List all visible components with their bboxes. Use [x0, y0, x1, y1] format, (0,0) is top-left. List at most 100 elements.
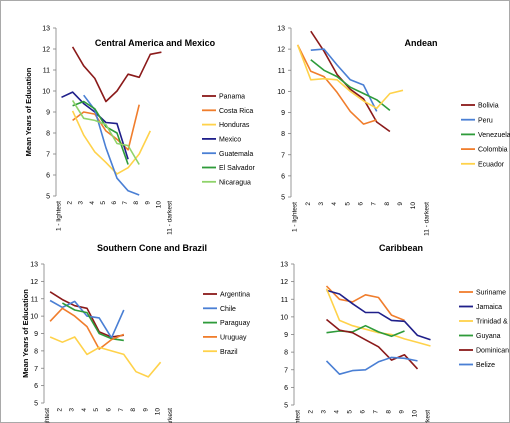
- legend-label-el-salvador: El Salvador: [219, 165, 255, 172]
- y-tick-label: 6: [46, 173, 50, 180]
- y-tick-label: 12: [42, 47, 50, 54]
- x-tick-label: 8: [384, 202, 391, 206]
- y-tick-label: 5: [284, 403, 288, 410]
- y-tick-label: 10: [280, 314, 288, 321]
- legend-label-colombia: Colombia: [478, 147, 508, 154]
- x-tick-label: 1 - lightest: [295, 410, 302, 423]
- x-tick-label: 3: [69, 408, 76, 412]
- legend: Argentina Chile Paraguay Uruguay Brazil: [203, 292, 250, 356]
- y-tick-label: 6: [281, 173, 285, 180]
- y-tick-label: 8: [46, 131, 50, 138]
- x-tick-label: 7: [122, 201, 129, 205]
- y-axis-title: Mean Years of Education: [21, 289, 30, 378]
- x-tick-label: 2: [308, 410, 315, 414]
- y-tick-label: 5: [34, 401, 38, 408]
- x-tick-label: 4: [89, 201, 96, 205]
- legend: Bolivia Peru Venezuela Colombia Ecuador: [461, 103, 510, 168]
- series-line-suriname: [325, 285, 405, 322]
- chart-southern-cone-and-brazil: Southern Cone and Brazil Mean Years of Ed…: [21, 243, 250, 423]
- series-line-ecuador: [296, 44, 404, 110]
- x-tick-label: 6: [360, 410, 367, 414]
- y-tick-label: 13: [30, 262, 38, 269]
- legend-label-guyana: Guyana: [476, 333, 501, 340]
- legend-label-venezuela: Venezuela: [478, 132, 510, 139]
- legend-label-chile: Chile: [220, 306, 236, 313]
- legend-label-guatemala: Guatemala: [219, 151, 253, 158]
- series-line-jamaica: [326, 289, 431, 341]
- y-tick-label: 8: [284, 350, 288, 357]
- legend-label-costa-rica: Costa Rica: [219, 108, 253, 115]
- y-tick-label: 9: [46, 110, 50, 117]
- y-tick-label: 7: [284, 367, 288, 374]
- x-tick-label: 10: [412, 410, 419, 418]
- legend-label-honduras: Honduras: [219, 122, 250, 129]
- x-tick-label: 5: [100, 201, 107, 205]
- x-tick-label: 7: [371, 202, 378, 206]
- x-tick-label: 1 - lightest: [44, 408, 51, 423]
- y-tick-label: 12: [30, 279, 38, 286]
- x-tick-label: 6: [358, 202, 365, 206]
- legend: Suriname Jamaica Trinidad & Guyana Dominican…: [459, 290, 509, 369]
- y-tick-label: 7: [46, 152, 50, 159]
- chart-title: Southern Cone and Brazil: [97, 243, 207, 253]
- legend-label-uruguay: Uruguay: [220, 335, 247, 342]
- y-tick-label: 12: [277, 47, 285, 54]
- y-tick-label: 9: [34, 331, 38, 338]
- series-line-bolivia: [310, 30, 391, 133]
- x-tick-label: 4: [331, 202, 338, 206]
- x-tick-label: 4: [334, 410, 341, 414]
- x-tick-label: 11 - darkest: [167, 408, 174, 423]
- x-tick-label: 5: [93, 408, 100, 412]
- legend-label-nicaragua: Nicaragua: [219, 179, 251, 186]
- series-line-colombia: [296, 44, 377, 125]
- x-tick-label: 2: [305, 202, 312, 206]
- y-tick-label: 5: [281, 195, 285, 202]
- series-line-costa-rica: [72, 104, 140, 151]
- y-tick-label: 10: [30, 314, 38, 321]
- series-line-guyana: [326, 324, 405, 338]
- x-tick-label: 9: [144, 201, 151, 205]
- chart-central-america-and-mexico: Central America and Mexico Mean Years of …: [24, 26, 255, 235]
- x-tick-label: 3: [321, 410, 328, 414]
- x-tick-label: 9: [397, 202, 404, 206]
- x-tick-label: 7: [118, 408, 125, 412]
- series-line-venezuela: [310, 59, 391, 112]
- x-tick-label: 10: [410, 202, 417, 210]
- y-tick-label: 7: [34, 366, 38, 373]
- x-tick-label: 1 - lightest: [56, 201, 63, 231]
- x-tick-label: 10: [155, 201, 162, 209]
- x-tick-label: 5: [344, 202, 351, 206]
- x-tick-label: 9: [399, 410, 406, 414]
- x-tick-label: 2: [56, 408, 63, 412]
- y-axis-title: Mean Years of Education: [24, 67, 33, 156]
- y-tick-label: 8: [34, 348, 38, 355]
- series-line-brazil: [49, 336, 162, 378]
- y-tick-label: 10: [42, 89, 50, 96]
- x-tick-label: 8: [130, 408, 137, 412]
- legend-label-brazil: Brazil: [220, 349, 238, 356]
- y-tick-label: 13: [280, 262, 288, 269]
- x-tick-label: 8: [386, 410, 393, 414]
- series-line-el-salvador: [72, 100, 129, 165]
- legend-label-argentina: Argentina: [220, 292, 250, 299]
- y-tick-label: 6: [284, 385, 288, 392]
- legend-label-peru: Peru: [478, 117, 493, 124]
- y-tick-label: 11: [278, 68, 285, 75]
- series-line-uruguay: [49, 307, 125, 350]
- y-tick-label: 5: [46, 194, 50, 201]
- chart-title: Andean: [404, 38, 437, 48]
- chart-caribbean: Caribbean 13 12 11 10 9 8 7 6 5 1 - lightest 2 3 4 5 6 7…: [280, 243, 509, 423]
- y-tick-label: 9: [281, 110, 285, 117]
- series-line-dominican: [325, 318, 419, 370]
- y-tick-label: 10: [277, 89, 285, 96]
- series-line-peru: [310, 48, 378, 112]
- legend-label-jamaica: Jamaica: [476, 304, 502, 311]
- y-tick-label: 9: [284, 332, 288, 339]
- x-tick-label: 11 - darkest: [423, 202, 430, 236]
- x-tick-label: 2: [67, 201, 74, 205]
- legend-label-ecuador: Ecuador: [478, 161, 505, 168]
- chart-title: Caribbean: [379, 243, 423, 253]
- x-tick-label: 4: [81, 408, 88, 412]
- x-tick-label: 9: [142, 408, 149, 412]
